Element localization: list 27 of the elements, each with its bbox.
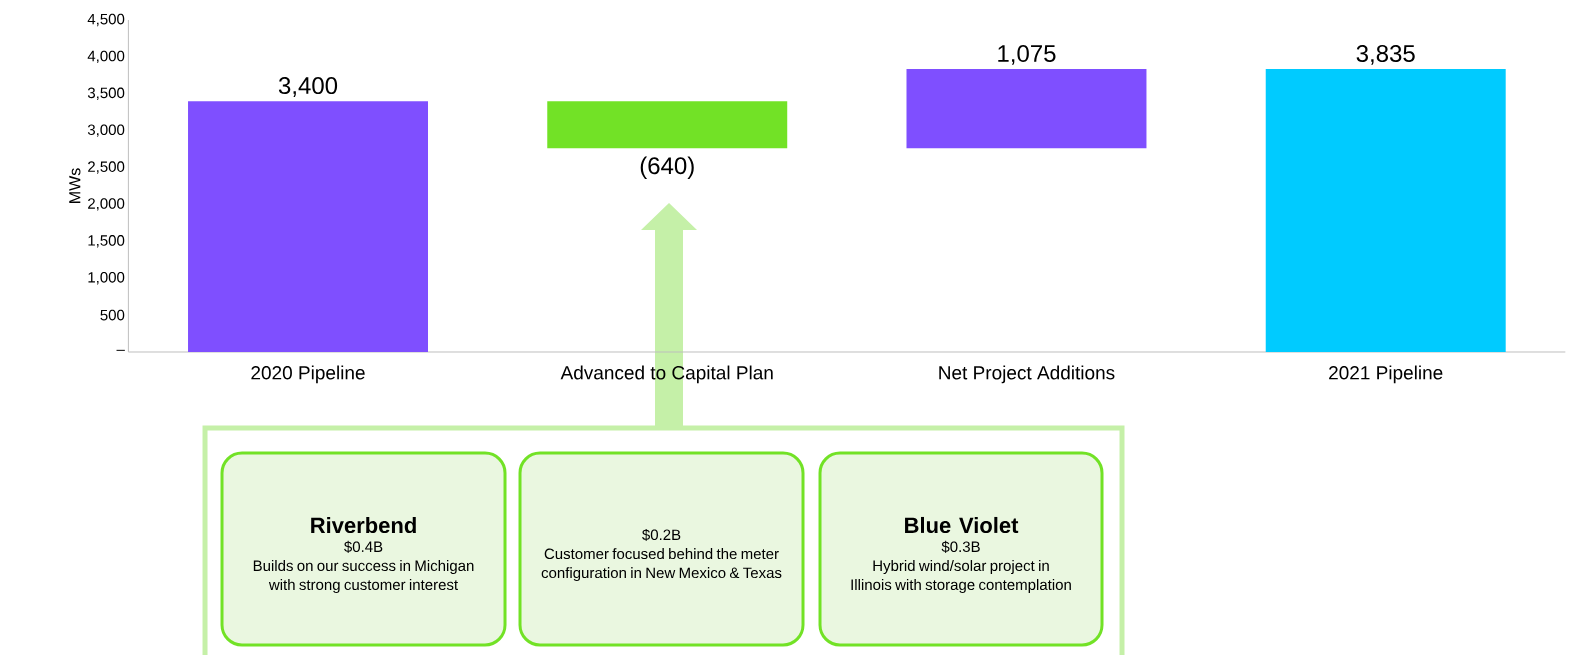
y-axis-title: MWs — [69, 168, 81, 203]
text: Blue Violet — [905, 516, 1019, 534]
text: Builds on our success in Michigan with strong customer interest — [253, 560, 474, 593]
text: $0.3B — [941, 540, 980, 553]
data-label: 3,400 — [278, 77, 338, 97]
y-tick-label: 2,500 — [88, 161, 125, 174]
data-label: 1,075 — [998, 45, 1056, 65]
text: $0.4B — [344, 540, 383, 553]
data-label: 3,835 — [1356, 45, 1415, 65]
y-tick-label: 4,500 — [87, 13, 125, 27]
y-tick-label: 2,000 — [88, 198, 125, 211]
y-tick-label: 3,000 — [87, 124, 125, 137]
y-tick-label: – — [116, 349, 125, 351]
text: Riverbend — [311, 516, 416, 534]
x-tick-label: 2020 Pipeline — [251, 365, 365, 384]
x-tick-label: 2021 Pipeline — [1329, 365, 1443, 384]
y-tick-label: 1,500 — [88, 235, 125, 248]
y-tick-label: 500 — [100, 309, 125, 321]
text: $0.2B — [642, 528, 681, 542]
x-tick-label: Advanced to Capital Plan — [560, 365, 773, 384]
text: Customer focused behind the meter configuration in New Mexico & Texas — [541, 548, 782, 582]
y-tick-label: 4,000 — [87, 50, 125, 64]
text: Hybrid wind/solar project in Illinois with storage contemplation — [851, 560, 1071, 593]
y-tick-label: 1,000 — [88, 272, 125, 285]
data-label: (640) — [640, 156, 694, 179]
y-tick-label: 3,500 — [87, 87, 125, 100]
x-tick-label: Net Project Additions — [939, 365, 1115, 384]
